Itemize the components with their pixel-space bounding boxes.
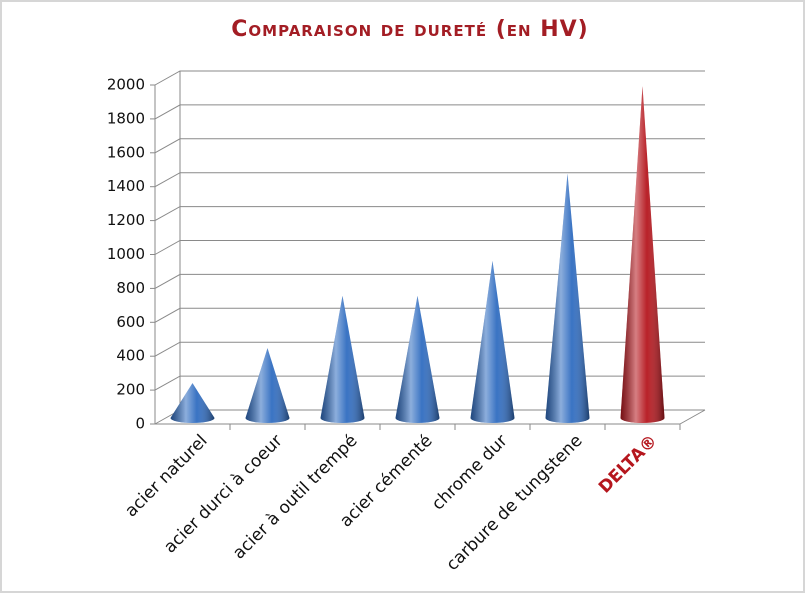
grid-line: [154, 206, 705, 222]
cone-shade: [245, 348, 290, 423]
grid-line: [154, 70, 705, 86]
y-tick-label: 1600: [107, 143, 145, 161]
floor-edge: [679, 409, 706, 425]
cone: [470, 260, 515, 423]
y-tick-label: 800: [116, 279, 145, 297]
grid-line: [154, 240, 705, 255]
cone: [545, 173, 590, 423]
y-tick-label: 1200: [107, 211, 145, 229]
cone: [395, 295, 440, 423]
grid-line: [154, 375, 705, 391]
y-tick-label: 400: [116, 347, 145, 365]
cone: [245, 348, 290, 423]
grid-line: [154, 104, 705, 120]
y-tick-label: 1400: [107, 177, 145, 195]
grid-line: [154, 307, 705, 323]
y-tick-label: 1000: [107, 245, 145, 263]
grid-line: [154, 273, 705, 289]
cone-shade: [545, 173, 590, 423]
cone: [170, 383, 215, 423]
cone-shade: [320, 295, 365, 423]
y-tick-label: 1800: [107, 109, 145, 127]
chart-title: Comparaison de dureté (en HV): [231, 17, 589, 42]
grid-line: [154, 341, 705, 357]
grid-line: [154, 138, 705, 154]
y-tick-label: 0: [135, 415, 145, 433]
cone: [320, 295, 365, 423]
grid-line: [154, 172, 705, 188]
cone-shade: [620, 86, 665, 423]
cone-shade: [470, 260, 515, 423]
cone: [620, 86, 665, 423]
cone-shade: [395, 295, 440, 423]
y-tick-label: 600: [116, 313, 145, 331]
cone-shade: [170, 383, 215, 423]
y-tick-label: 2000: [107, 76, 145, 94]
y-tick-label: 200: [116, 381, 145, 399]
